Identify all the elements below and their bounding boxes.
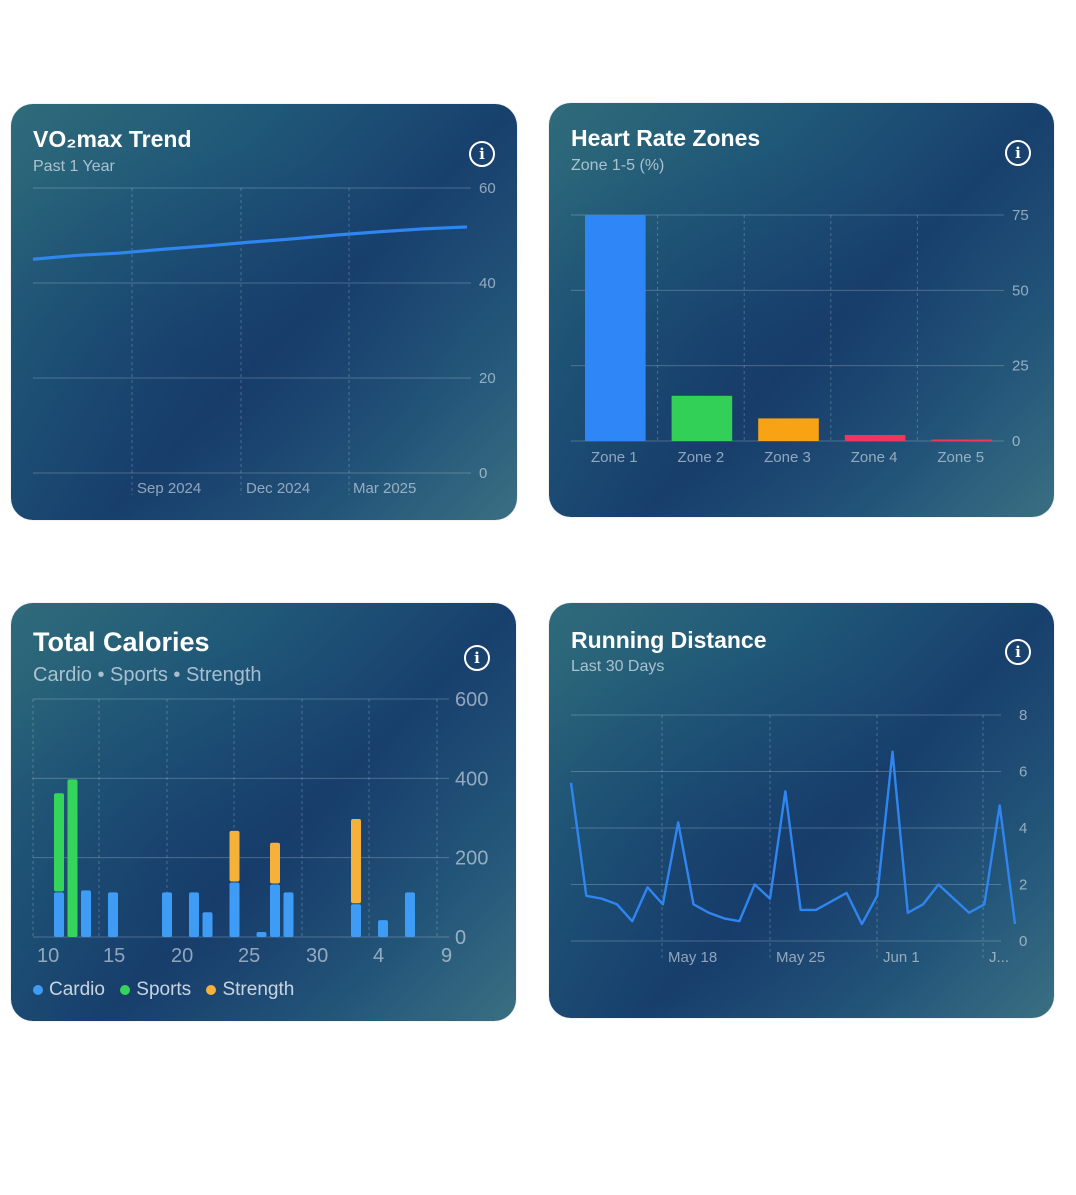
card-title: Heart Rate Zones bbox=[571, 125, 761, 151]
vo2max-line bbox=[32, 225, 468, 261]
bar-zone-3 bbox=[758, 418, 819, 441]
bar-cardio bbox=[256, 932, 267, 937]
bar-cardio bbox=[229, 882, 240, 937]
y-tick-label: 2 bbox=[1019, 877, 1027, 894]
card-title: Running Distance bbox=[571, 627, 767, 653]
x-tick-label: 10 bbox=[37, 945, 59, 967]
legend-label: Sports bbox=[136, 979, 192, 1000]
legend-item-strength: Strength bbox=[206, 979, 294, 1000]
x-tick-label: 25 bbox=[238, 945, 260, 967]
info-icon[interactable]: i bbox=[464, 645, 490, 671]
bar-zone-2 bbox=[671, 395, 733, 441]
legend-item-sports: Sports bbox=[120, 979, 191, 1000]
y-tick-label: 200 bbox=[455, 848, 488, 870]
y-tick-label: 40 bbox=[479, 275, 496, 292]
legend-dot bbox=[206, 984, 217, 995]
y-tick-label: 0 bbox=[455, 927, 466, 949]
x-tick-label: J... bbox=[989, 949, 1009, 966]
info-icon[interactable]: i bbox=[1005, 140, 1031, 166]
total-calories-chart: 0 200 400 600 10 15 20 25 30 4 9 bbox=[32, 689, 488, 967]
x-tick-label: May 18 bbox=[668, 949, 717, 966]
x-tick-label: 20 bbox=[171, 945, 193, 967]
y-tick-label: 25 bbox=[1012, 358, 1029, 375]
legend-dot bbox=[120, 984, 131, 995]
y-tick-label: 4 bbox=[1019, 820, 1027, 837]
card-title: VO₂max Trend bbox=[33, 126, 192, 152]
card-subtitle: Last 30 Days bbox=[571, 658, 665, 675]
bar-strength bbox=[270, 842, 280, 884]
y-tick-label: 0 bbox=[1019, 933, 1027, 950]
x-tick-label: Jun 1 bbox=[883, 949, 920, 966]
bar-cardio bbox=[283, 892, 294, 937]
legend-label: Cardio bbox=[49, 979, 105, 1000]
x-tick-label: Zone 1 bbox=[591, 449, 638, 466]
bar-cardio bbox=[108, 892, 118, 937]
x-tick-label: 9 bbox=[441, 945, 452, 967]
bar-cardio bbox=[81, 890, 91, 937]
x-tick-label: 30 bbox=[306, 945, 328, 967]
y-tick-label: 60 bbox=[479, 180, 496, 197]
bar-cardio bbox=[189, 892, 199, 937]
running-distance-chart: 0 2 4 6 8 May 18 May 25 Jun 1 J... bbox=[569, 707, 1027, 966]
x-tick-label: 15 bbox=[103, 945, 125, 967]
bar-sports bbox=[67, 779, 78, 937]
y-tick-label: 75 bbox=[1012, 207, 1029, 224]
running-distance-card: Running Distance Last 30 Days i 0 2 4 6 8 May… bbox=[549, 603, 1054, 1018]
heart-rate-zones-chart: 0 25 50 75 Zone 1 Zone 2 Zone 3 Zone 4 Zone 5 bbox=[571, 207, 1029, 466]
bar-cardio bbox=[54, 892, 64, 937]
bar-cardio bbox=[351, 904, 361, 937]
card-title: Total Calories bbox=[33, 627, 210, 657]
bar-zone-4 bbox=[844, 434, 906, 441]
bar-cardio bbox=[202, 912, 213, 937]
bar-zone-1 bbox=[585, 215, 646, 441]
bar-strength bbox=[351, 819, 361, 904]
legend-dot bbox=[33, 984, 43, 995]
bar-zone-5 bbox=[931, 439, 992, 441]
y-tick-label: 0 bbox=[1012, 433, 1020, 450]
bar-cardio bbox=[405, 892, 415, 937]
running-distance-line bbox=[569, 750, 1017, 926]
vo2max-chart: 0 20 40 60 Sep 2024 Dec 2024 Mar 2025 bbox=[32, 180, 496, 497]
chart-legend: Cardio Sports Strength bbox=[33, 979, 304, 1001]
bar-cardio bbox=[378, 920, 388, 937]
info-icon[interactable]: i bbox=[469, 141, 495, 167]
y-tick-label: 600 bbox=[455, 689, 488, 711]
card-subtitle: Past 1 Year bbox=[33, 158, 115, 175]
bar-sports bbox=[54, 793, 64, 892]
legend-label: Strength bbox=[222, 979, 295, 1000]
x-tick-label: 4 bbox=[373, 945, 384, 967]
y-tick-label: 400 bbox=[455, 768, 488, 790]
y-tick-label: 0 bbox=[479, 465, 487, 482]
legend-item-cardio: Cardio bbox=[33, 979, 105, 1000]
info-icon[interactable]: i bbox=[1005, 639, 1031, 665]
x-tick-label: Zone 4 bbox=[851, 449, 898, 466]
bar-cardio bbox=[270, 884, 280, 937]
x-tick-label: May 25 bbox=[776, 949, 825, 966]
total-calories-card: Total Calories Cardio • Sports • Strengt… bbox=[11, 603, 516, 1021]
heart-rate-zones-card: Heart Rate Zones Zone 1-5 (%) i 0 25 50 75 Z… bbox=[549, 103, 1054, 517]
x-tick-label: Sep 2024 bbox=[137, 480, 201, 497]
x-tick-label: Zone 2 bbox=[678, 449, 725, 466]
bar-strength bbox=[229, 830, 240, 882]
x-tick-label: Dec 2024 bbox=[246, 480, 310, 497]
y-tick-label: 50 bbox=[1012, 282, 1029, 299]
bar-cardio bbox=[162, 892, 172, 937]
card-subtitle: Zone 1-5 (%) bbox=[571, 157, 665, 174]
x-tick-label: Mar 2025 bbox=[353, 480, 416, 497]
y-tick-label: 8 bbox=[1019, 707, 1027, 724]
x-tick-label: Zone 3 bbox=[764, 449, 811, 466]
card-subtitle: Cardio • Sports • Strength bbox=[33, 664, 262, 686]
y-tick-label: 6 bbox=[1019, 764, 1027, 781]
vo2max-card: VO₂max Trend Past 1 Year i 0 20 40 60 Sep 20… bbox=[11, 104, 517, 520]
y-tick-label: 20 bbox=[479, 370, 496, 387]
x-tick-label: Zone 5 bbox=[937, 449, 984, 466]
